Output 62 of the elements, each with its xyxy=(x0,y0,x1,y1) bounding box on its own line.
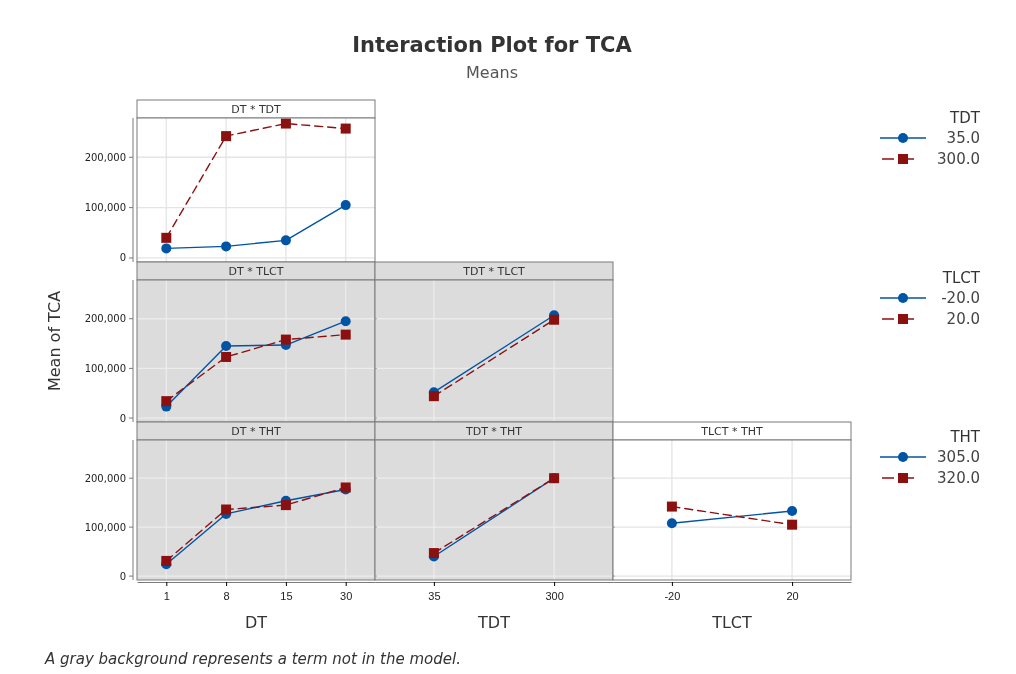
x-tick-label: 15 xyxy=(280,590,293,602)
x-axis-title: TDT xyxy=(477,613,511,632)
point xyxy=(280,235,291,246)
legend-label: 300.0 xyxy=(937,150,980,168)
y-tick-label: 100,000 xyxy=(84,362,126,374)
legend-label: -20.0 xyxy=(941,289,980,307)
point xyxy=(666,518,677,529)
point xyxy=(340,200,351,211)
point xyxy=(221,504,232,515)
x-axis-title: TLCT xyxy=(711,613,753,632)
x-axis-title: DT xyxy=(244,613,268,632)
text: Means xyxy=(466,63,518,82)
x-tick-label: 20 xyxy=(786,590,799,602)
point xyxy=(280,500,291,511)
point xyxy=(340,123,351,134)
point xyxy=(340,316,351,327)
x-tick-label: 8 xyxy=(223,590,230,602)
point xyxy=(221,351,232,362)
text: A gray background represents a term not in the model. xyxy=(44,650,461,668)
y-tick-label: 200,000 xyxy=(84,472,126,484)
y-tick-label: 0 xyxy=(119,412,126,424)
point xyxy=(221,241,232,252)
point xyxy=(340,329,351,340)
legend-label: 20.0 xyxy=(946,310,980,328)
y-tick-label: 0 xyxy=(119,252,126,264)
point xyxy=(428,391,439,402)
y-tick-label: 0 xyxy=(119,570,126,582)
legend-title: TLCT xyxy=(941,269,981,287)
y-tick-label: 100,000 xyxy=(84,202,126,214)
point xyxy=(280,118,291,129)
chart-title: TLCT * THT xyxy=(700,425,763,438)
y-tick-label: 200,000 xyxy=(84,151,126,163)
point xyxy=(787,519,798,530)
legend-label: 320.0 xyxy=(937,469,980,487)
chart-title: DT * TDT xyxy=(231,103,282,116)
x-tick-label: 300 xyxy=(545,590,564,602)
y-axis-title: Mean of TCA xyxy=(45,290,64,392)
point xyxy=(161,243,172,254)
legend-title: TDT xyxy=(949,109,981,127)
y-tick-label: 100,000 xyxy=(84,521,126,533)
point xyxy=(280,334,291,345)
text: Interaction Plot for TCA xyxy=(352,33,633,57)
point xyxy=(787,505,798,516)
point xyxy=(161,232,172,243)
x-tick-label: -20 xyxy=(664,590,681,602)
y-tick-label: 200,000 xyxy=(84,313,126,325)
point xyxy=(161,555,172,566)
x-tick-label: 30 xyxy=(340,590,353,602)
legend-label: 305.0 xyxy=(937,448,980,466)
legend-label: 35.0 xyxy=(946,129,980,147)
point xyxy=(161,396,172,407)
chart-title: DT * THT xyxy=(231,425,281,438)
legend-title: THT xyxy=(949,428,981,446)
chart-title: TDT * THT xyxy=(464,425,523,438)
point xyxy=(221,341,232,352)
x-tick-label: 35 xyxy=(428,590,441,602)
point xyxy=(221,131,232,142)
chart-title: DT * TLCT xyxy=(228,265,284,278)
x-tick-label: 1 xyxy=(163,590,170,602)
point xyxy=(549,314,560,325)
point xyxy=(666,501,677,512)
chart-title: TDT * TLCT xyxy=(462,265,526,278)
